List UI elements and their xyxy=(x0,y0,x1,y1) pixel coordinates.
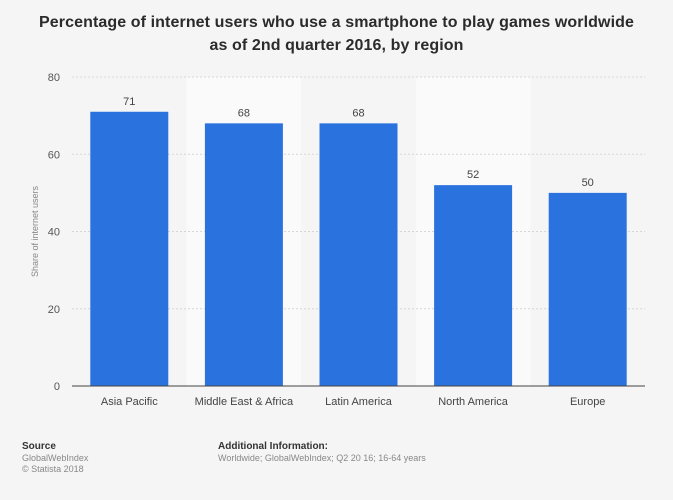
chart-title: Percentage of internet users who use a s… xyxy=(38,14,634,54)
additional-info-heading: Additional Information: xyxy=(218,441,328,452)
y-axis-title: Share of internet users xyxy=(30,185,40,277)
bar xyxy=(548,192,627,386)
data-label: 68 xyxy=(352,107,364,119)
bar xyxy=(319,123,398,386)
x-tick-label: Europe xyxy=(570,396,605,408)
y-tick-label: 40 xyxy=(48,227,60,239)
x-tick-label: Asia Pacific xyxy=(101,396,158,408)
x-tick-label: Latin America xyxy=(325,396,393,408)
bar-chart: 0 20 40 60 80 Share of internet users 71 Asia P… xyxy=(30,72,645,408)
bar xyxy=(90,111,169,386)
data-label: 68 xyxy=(238,107,250,119)
x-tick-label: North America xyxy=(438,396,509,408)
additional-info-text: Worldwide; GlobalWebIndex; Q2 20 16; 16-… xyxy=(218,453,426,463)
footer-source: Source GlobalWebIndex © Statista 2018 xyxy=(22,441,88,475)
data-label: 50 xyxy=(582,177,594,189)
copyright-text: © Statista 2018 xyxy=(22,464,84,474)
source-heading: Source xyxy=(22,441,56,452)
source-name: GlobalWebIndex xyxy=(22,453,89,463)
data-label: 52 xyxy=(467,169,479,181)
bar xyxy=(434,185,513,386)
x-tick-label: Middle East & Africa xyxy=(195,396,294,408)
y-tick-label: 80 xyxy=(48,72,60,84)
bar xyxy=(204,123,283,386)
y-tick-label: 20 xyxy=(48,304,60,316)
footer-additional-info: Additional Information: Worldwide; Globa… xyxy=(218,441,426,464)
data-label: 71 xyxy=(123,96,135,108)
y-tick-label: 0 xyxy=(54,381,60,393)
y-tick-label: 60 xyxy=(48,149,60,161)
